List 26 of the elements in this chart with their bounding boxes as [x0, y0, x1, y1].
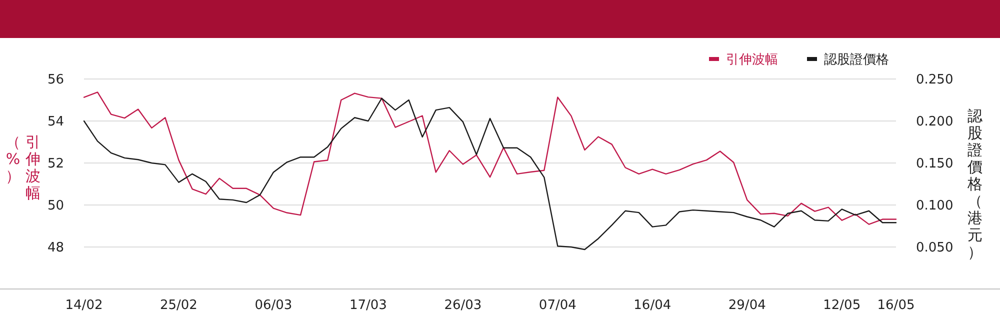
x-tick-label: 07/04	[538, 298, 576, 313]
y2-tick-label: 0.100	[916, 198, 954, 214]
x-tick-label: 16/05	[877, 298, 915, 313]
x-tick-label: 16/04	[634, 298, 672, 313]
line-series	[83, 92, 897, 225]
legend-label: 引伸波幅	[726, 52, 778, 68]
x-tick-label: 14/02	[65, 298, 103, 313]
x-tick-label: 25/02	[160, 298, 198, 313]
text: 引伸波幅（%）	[6, 133, 40, 202]
x-tick-label: 26/03	[444, 298, 482, 313]
y-tick-label: 56	[47, 72, 64, 88]
line-series	[83, 98, 897, 250]
y-tick-label: 50	[47, 198, 64, 214]
x-tick-label: 06/03	[254, 298, 292, 313]
y2-tick-label: 0.200	[916, 114, 954, 130]
y2-tick-label: 0.150	[916, 156, 954, 172]
y-tick-label: 52	[47, 156, 64, 172]
x-tick-label: 12/05	[823, 298, 861, 313]
text: 認股證價格（港元）	[968, 107, 982, 261]
y2-tick-label: 0.250	[916, 72, 954, 88]
legend-label: 認股證價格	[824, 52, 889, 68]
y-tick-label: 54	[47, 114, 64, 130]
x-tick-label: 29/04	[728, 298, 766, 313]
x-tick-label: 17/03	[349, 298, 387, 313]
y2-tick-label: 0.050	[916, 240, 954, 256]
y-tick-label: 48	[47, 240, 64, 256]
